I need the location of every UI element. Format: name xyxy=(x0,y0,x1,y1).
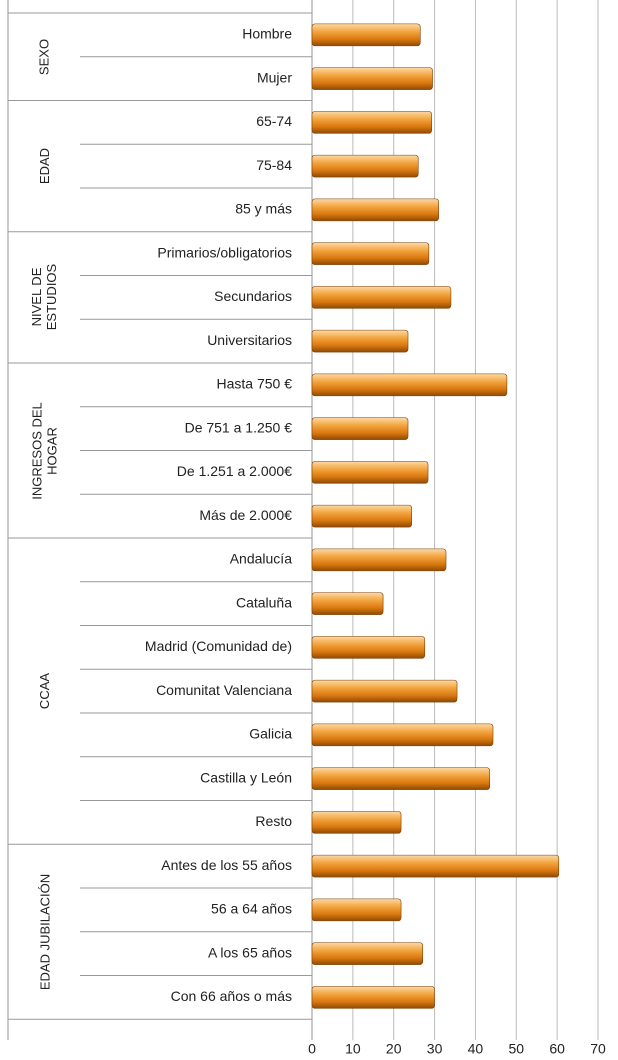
bar xyxy=(311,504,412,528)
group-label: EDAD xyxy=(36,148,52,185)
x-tick-label: 40 xyxy=(468,1041,484,1057)
y-tick-label: 65-74 xyxy=(256,113,292,129)
bar xyxy=(311,986,435,1009)
bar xyxy=(311,373,508,397)
group-label: CCAA xyxy=(36,673,52,710)
bar xyxy=(311,286,452,309)
group-label: SEXO xyxy=(36,38,52,75)
bar xyxy=(311,811,402,834)
y-tick-label: 56 a 64 años xyxy=(211,901,292,917)
group-label: NIVEL DE ESTUDIOS xyxy=(29,264,59,331)
y-tick-label: De 751 a 1.250 € xyxy=(185,419,293,435)
y-tick-label: Andalucía xyxy=(230,551,292,567)
group-label: EDAD JUBILACIÓN xyxy=(36,873,52,990)
x-tick-label: 20 xyxy=(386,1041,402,1057)
y-tick-label: 85 y más xyxy=(235,201,292,217)
y-tick-label: Secundarios xyxy=(214,288,292,304)
x-tick-label: 60 xyxy=(549,1041,565,1057)
bar xyxy=(311,636,426,659)
y-tick-label: 75-84 xyxy=(256,157,292,173)
bar xyxy=(311,417,409,440)
y-tick-label: Galicia xyxy=(249,726,292,742)
y-tick-label: A los 65 años xyxy=(208,944,292,960)
bar xyxy=(311,23,421,47)
group-label: INGRESOS DEL HOGAR xyxy=(29,401,59,500)
x-tick-label: 0 xyxy=(308,1041,316,1057)
y-tick-label: Castilla y León xyxy=(200,769,292,785)
bar xyxy=(311,592,384,615)
bar xyxy=(311,898,402,922)
bar xyxy=(311,67,433,90)
y-tick-label: Resto xyxy=(255,813,292,829)
bar xyxy=(311,767,491,790)
y-tick-label: Con 66 años o más xyxy=(171,988,292,1004)
y-tick-label: Universitarios xyxy=(207,332,292,348)
y-tick-label: Hasta 750 € xyxy=(217,376,293,392)
bar xyxy=(311,154,419,178)
bar xyxy=(311,461,429,484)
y-tick-label: Cataluña xyxy=(236,594,292,610)
y-tick-label: Hombre xyxy=(242,26,292,42)
bar xyxy=(311,329,409,353)
y-tick-label: De 1.251 a 2.000€ xyxy=(177,463,292,479)
x-tick-label: 10 xyxy=(345,1041,361,1057)
y-tick-label: Antes de los 55 años xyxy=(161,857,292,873)
bar xyxy=(311,198,439,222)
y-tick-label: Más de 2.000€ xyxy=(199,507,292,523)
bar xyxy=(311,942,424,965)
x-tick-label: 30 xyxy=(427,1041,443,1057)
x-tick-label: 50 xyxy=(508,1041,524,1057)
y-tick-label: Primarios/obligatorios xyxy=(157,244,292,260)
y-tick-label: Comunitat Valenciana xyxy=(156,682,292,698)
bar xyxy=(311,679,458,703)
y-tick-label: Madrid (Comunidad de) xyxy=(145,638,292,654)
x-tick-label: 70 xyxy=(590,1041,606,1057)
y-tick-label: Mujer xyxy=(257,69,292,85)
bar xyxy=(311,111,433,134)
bar xyxy=(311,854,560,878)
bar xyxy=(311,723,494,747)
bar xyxy=(311,548,447,572)
bar xyxy=(311,242,430,265)
